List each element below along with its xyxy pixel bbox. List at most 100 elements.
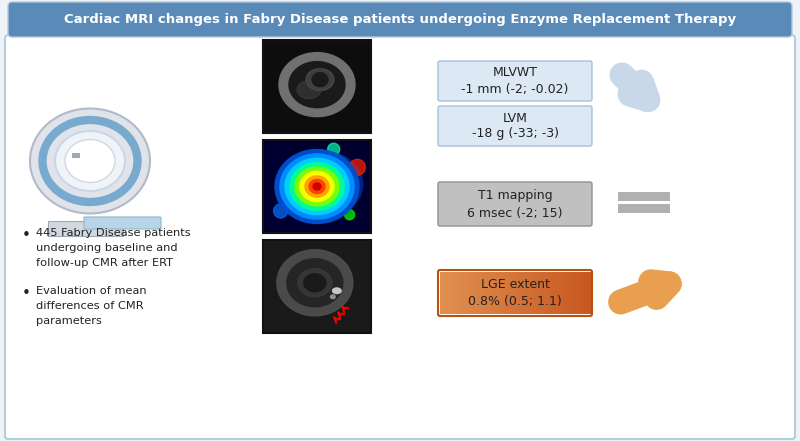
Bar <box>478 272 479 314</box>
Bar <box>538 272 539 314</box>
Polygon shape <box>287 171 343 218</box>
Bar <box>556 272 558 314</box>
Bar <box>446 272 447 314</box>
Bar <box>564 272 566 314</box>
Bar <box>494 272 495 314</box>
Ellipse shape <box>55 131 125 191</box>
Bar <box>475 272 477 314</box>
Bar <box>547 272 549 314</box>
Bar <box>577 272 578 314</box>
Bar <box>502 272 503 314</box>
Bar <box>546 272 547 314</box>
Bar <box>470 272 471 314</box>
Polygon shape <box>313 183 321 190</box>
Bar <box>48 221 123 236</box>
Bar <box>492 272 494 314</box>
Polygon shape <box>278 154 342 209</box>
Bar <box>526 272 527 314</box>
Text: -18 g (-33; -3): -18 g (-33; -3) <box>471 127 558 141</box>
Bar <box>504 272 506 314</box>
Bar <box>574 272 575 314</box>
Bar <box>583 272 585 314</box>
Bar <box>474 272 475 314</box>
Bar <box>528 272 530 314</box>
Polygon shape <box>280 154 354 219</box>
Bar <box>578 272 579 314</box>
Text: 6 msec (-2; 15): 6 msec (-2; 15) <box>467 206 562 220</box>
Polygon shape <box>300 172 334 202</box>
FancyBboxPatch shape <box>438 182 592 226</box>
Bar <box>497 272 498 314</box>
Bar <box>537 272 538 314</box>
Bar <box>572 272 574 314</box>
Bar <box>454 272 455 314</box>
Bar <box>534 272 535 314</box>
Bar <box>465 272 466 314</box>
Bar <box>618 192 670 201</box>
Bar <box>486 272 487 314</box>
Bar <box>562 272 563 314</box>
Bar <box>447 272 449 314</box>
FancyBboxPatch shape <box>438 61 592 101</box>
Bar <box>555 272 557 314</box>
Bar <box>488 272 490 314</box>
Bar <box>461 272 462 314</box>
Bar <box>463 272 465 314</box>
Bar <box>582 272 583 314</box>
Bar <box>524 272 526 314</box>
Bar <box>445 272 446 314</box>
Text: Evaluation of mean: Evaluation of mean <box>36 286 146 296</box>
Bar <box>471 272 473 314</box>
Bar <box>519 272 521 314</box>
Bar <box>503 272 505 314</box>
Bar <box>441 272 442 314</box>
Text: 445 Fabry Disease patients: 445 Fabry Disease patients <box>36 228 190 238</box>
Bar <box>263 140 371 233</box>
Bar <box>523 272 525 314</box>
Bar <box>455 272 457 314</box>
Bar <box>493 272 494 314</box>
Bar <box>521 272 522 314</box>
Bar <box>444 272 446 314</box>
Text: parameters: parameters <box>36 316 102 326</box>
Bar <box>496 272 498 314</box>
Bar <box>464 272 466 314</box>
Text: undergoing baseline and: undergoing baseline and <box>36 243 178 253</box>
Polygon shape <box>328 143 340 155</box>
Text: •: • <box>22 228 31 243</box>
Bar <box>581 272 582 314</box>
Polygon shape <box>306 69 334 91</box>
Bar <box>532 272 534 314</box>
Bar <box>499 272 501 314</box>
Bar <box>473 272 474 314</box>
Bar <box>458 272 459 314</box>
Polygon shape <box>295 167 339 206</box>
Bar <box>456 272 458 314</box>
Bar <box>480 272 482 314</box>
Bar <box>575 272 577 314</box>
Bar <box>72 153 80 158</box>
Bar <box>557 272 558 314</box>
FancyBboxPatch shape <box>438 106 592 146</box>
Text: follow-up CMR after ERT: follow-up CMR after ERT <box>36 258 173 268</box>
Bar <box>567 272 569 314</box>
Bar <box>515 272 517 314</box>
Bar <box>263 40 371 133</box>
Bar <box>472 272 474 314</box>
FancyBboxPatch shape <box>5 35 795 439</box>
Bar <box>579 272 581 314</box>
Bar <box>452 272 454 314</box>
Bar <box>459 272 461 314</box>
Bar <box>563 272 565 314</box>
Bar <box>552 272 554 314</box>
Bar <box>529 272 530 314</box>
Text: Cardiac MRI changes in Fabry Disease patients undergoing Enzyme Replacement Ther: Cardiac MRI changes in Fabry Disease pat… <box>64 14 736 26</box>
Bar <box>553 272 554 314</box>
FancyBboxPatch shape <box>84 217 161 229</box>
Bar <box>514 272 515 314</box>
Bar <box>535 272 537 314</box>
Bar <box>469 272 470 314</box>
Polygon shape <box>297 81 321 99</box>
Bar <box>443 272 445 314</box>
Bar <box>505 272 506 314</box>
